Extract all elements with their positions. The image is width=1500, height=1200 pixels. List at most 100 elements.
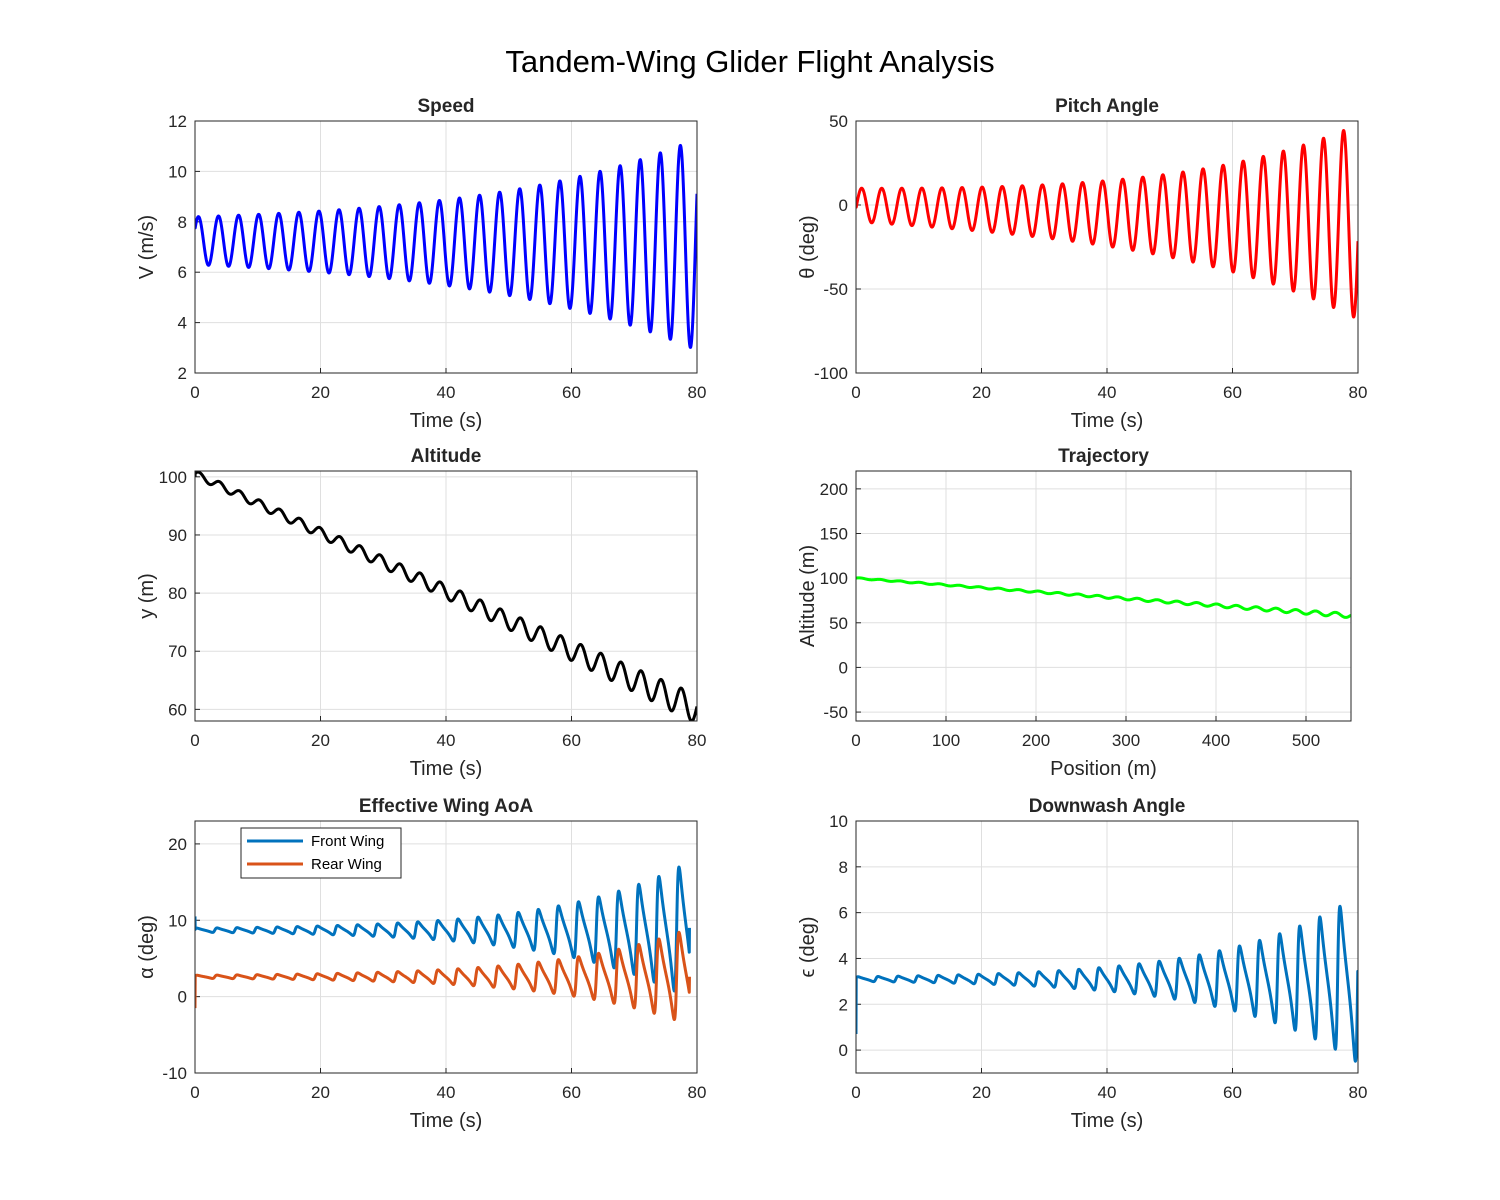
y-tick-label: 50 <box>829 614 848 633</box>
y-tick-label: 60 <box>168 700 187 719</box>
y-tick-label: -100 <box>814 364 848 383</box>
x-tick-label: 60 <box>1223 383 1242 402</box>
y-axis-label: θ (deg) <box>797 215 819 278</box>
x-tick-label: 400 <box>1202 731 1230 750</box>
subplot-title: Pitch Angle <box>1055 96 1159 117</box>
x-tick-label: 0 <box>190 1083 199 1102</box>
x-tick-label: 40 <box>437 1083 456 1102</box>
x-tick-label: 80 <box>688 1083 707 1102</box>
x-tick-label: 80 <box>1349 1083 1368 1102</box>
x-tick-label: 0 <box>190 731 199 750</box>
x-axis-label: Position (m) <box>1050 758 1157 780</box>
y-tick-label: 2 <box>839 995 848 1014</box>
x-tick-label: 40 <box>437 383 456 402</box>
x-axis-label: Time (s) <box>410 1110 483 1132</box>
y-tick-label: 6 <box>178 263 187 282</box>
subplot-title: Downwash Angle <box>1029 796 1186 817</box>
y-tick-label: 2 <box>178 364 187 383</box>
subplot-6: 0 20 40 60 80 0 2 4 6 8 10 Downwash Angle Time (s) ϵ … <box>797 796 1367 1132</box>
x-tick-label: 20 <box>972 1083 991 1102</box>
legend: Front Wing Rear Wing <box>240 827 402 879</box>
x-tick-label: 40 <box>437 731 456 750</box>
y-tick-label: 10 <box>829 812 848 831</box>
axes-frame <box>194 820 698 1074</box>
x-tick-label: 80 <box>688 731 707 750</box>
x-tick-label: 80 <box>688 383 707 402</box>
subplot-3: 0 20 40 60 80 60 70 80 90 100 Altitude Time (s) y (m… <box>136 446 706 780</box>
series-line-1 <box>195 143 697 349</box>
subplot-1: 0 20 40 60 80 2 4 6 8 10 12 Speed Time (s) V (m/s) <box>136 96 706 432</box>
y-axis-label: α (deg) <box>136 915 158 979</box>
y-tick-label: 10 <box>168 162 187 181</box>
x-tick-label: 80 <box>1349 383 1368 402</box>
legend-box <box>240 827 402 879</box>
x-tick-label: 40 <box>1098 1083 1117 1102</box>
y-tick-label: 20 <box>168 835 187 854</box>
y-tick-label: 80 <box>168 584 187 603</box>
series-line-1 <box>195 865 691 993</box>
x-tick-label: 0 <box>851 383 860 402</box>
axes-frame <box>855 820 1359 1074</box>
y-tick-label: 0 <box>178 988 187 1007</box>
y-tick-label: 10 <box>168 911 187 930</box>
y-tick-label: 200 <box>820 480 848 499</box>
y-tick-label: 4 <box>839 949 848 968</box>
y-tick-label: 50 <box>829 112 848 131</box>
y-axis-label: y (m) <box>136 573 158 619</box>
series-line-1 <box>856 129 1358 319</box>
y-tick-label: 0 <box>839 196 848 215</box>
y-axis-label: V (m/s) <box>136 215 158 279</box>
x-tick-label: 0 <box>851 1083 860 1102</box>
x-tick-label: 20 <box>972 383 991 402</box>
x-tick-label: 0 <box>851 731 860 750</box>
x-tick-label: 20 <box>311 731 330 750</box>
subplot-title: Speed <box>417 96 474 117</box>
x-tick-label: 60 <box>562 383 581 402</box>
axes-frame <box>855 470 1352 722</box>
subplot-title: Trajectory <box>1058 446 1149 467</box>
x-axis-label: Time (s) <box>410 410 483 432</box>
y-tick-label: -50 <box>823 703 848 722</box>
series-line-2 <box>195 930 691 1022</box>
y-tick-label: 4 <box>178 314 187 333</box>
x-axis-label: Time (s) <box>1071 1110 1144 1132</box>
legend-entry: Rear Wing <box>311 856 382 873</box>
y-tick-label: -10 <box>162 1064 187 1083</box>
y-tick-label: 8 <box>839 858 848 877</box>
y-tick-label: 0 <box>839 1041 848 1060</box>
x-tick-label: 20 <box>311 383 330 402</box>
axes-frame <box>194 470 698 722</box>
y-tick-label: 100 <box>159 468 187 487</box>
x-tick-label: 200 <box>1022 731 1050 750</box>
x-tick-label: 20 <box>311 1083 330 1102</box>
y-tick-label: 0 <box>839 658 848 677</box>
y-tick-label: 150 <box>820 525 848 544</box>
x-tick-label: 500 <box>1292 731 1320 750</box>
x-tick-label: 40 <box>1098 383 1117 402</box>
y-tick-label: 100 <box>820 569 848 588</box>
subplot-2: 0 20 40 60 80 -100 -50 0 50 Pitch Angle Time (s) θ … <box>797 96 1367 432</box>
y-tick-label: 90 <box>168 526 187 545</box>
x-tick-label: 60 <box>1223 1083 1242 1102</box>
subplot-title: Altitude <box>411 446 482 467</box>
y-tick-label: 8 <box>178 213 187 232</box>
figure-title: Tandem-Wing Glider Flight Analysis <box>505 44 994 79</box>
legend-entry: Front Wing <box>311 833 384 850</box>
x-tick-label: 100 <box>932 731 960 750</box>
x-tick-label: 60 <box>562 1083 581 1102</box>
x-tick-label: 60 <box>562 731 581 750</box>
x-axis-label: Time (s) <box>1071 410 1144 432</box>
x-tick-label: 0 <box>190 383 199 402</box>
y-tick-label: -50 <box>823 280 848 299</box>
y-tick-label: 12 <box>168 112 187 131</box>
y-axis-label: ϵ (deg) <box>797 916 819 977</box>
x-tick-label: 300 <box>1112 731 1140 750</box>
series-line-1 <box>856 904 1358 1063</box>
x-axis-label: Time (s) <box>410 758 483 780</box>
series-line-1 <box>195 471 697 721</box>
axes-frame <box>194 120 698 374</box>
axes-frame <box>855 120 1359 374</box>
subplot-4: 0 100 200 300 400 500-50050100150200Trajector… <box>797 446 1352 780</box>
y-axis-label: Altitude (m) <box>797 545 819 647</box>
